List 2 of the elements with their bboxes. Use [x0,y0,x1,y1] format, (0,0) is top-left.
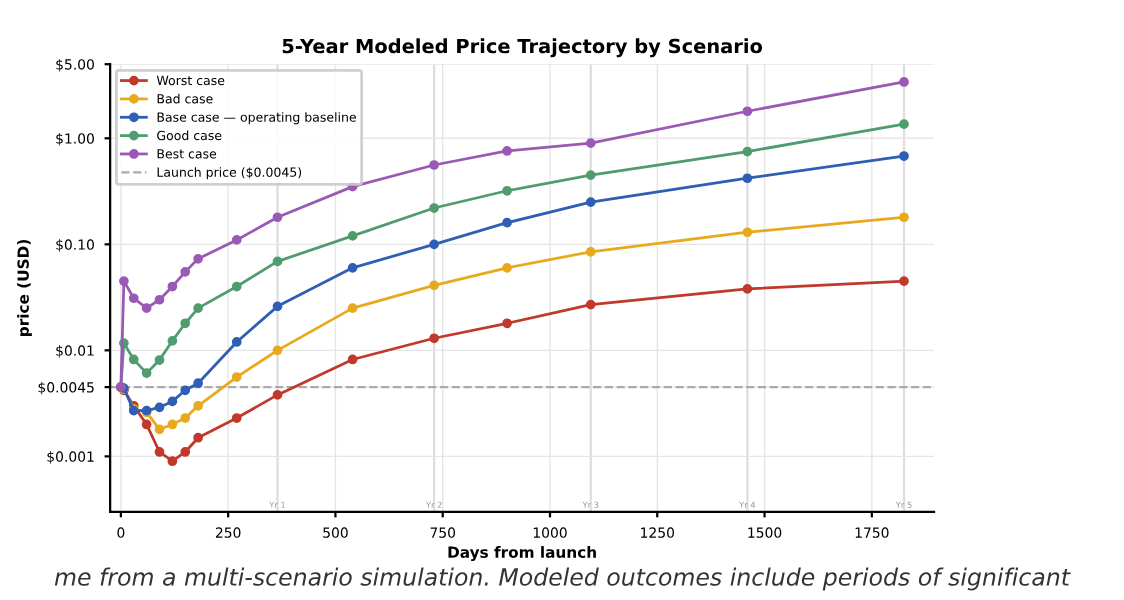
chart-title: 5-Year Modeled Price Trajectory by Scenario [282,38,763,58]
text: me from a multi-scenario simulation. Modeled outcomes include periods of significant [54,567,1071,591]
